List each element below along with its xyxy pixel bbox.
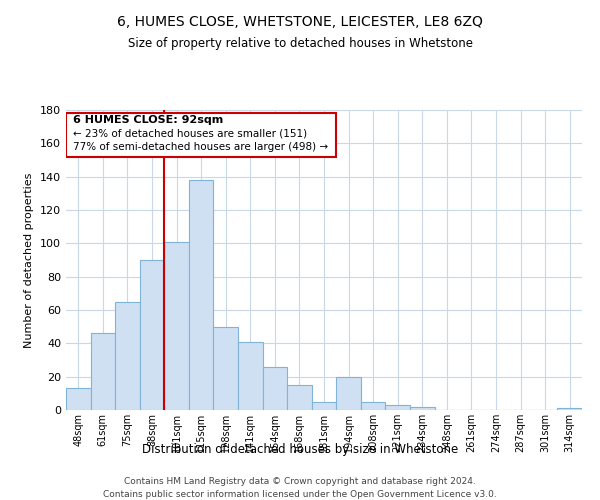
Text: ← 23% of detached houses are smaller (151): ← 23% of detached houses are smaller (15… — [73, 128, 307, 138]
Y-axis label: Number of detached properties: Number of detached properties — [25, 172, 34, 348]
Bar — [287, 385, 312, 410]
Bar — [410, 406, 434, 410]
Bar — [361, 402, 385, 410]
Bar — [164, 242, 189, 410]
Text: 6 HUMES CLOSE: 92sqm: 6 HUMES CLOSE: 92sqm — [73, 115, 224, 125]
Bar — [385, 405, 410, 410]
FancyBboxPatch shape — [66, 114, 336, 156]
Text: Contains HM Land Registry data © Crown copyright and database right 2024.: Contains HM Land Registry data © Crown c… — [124, 478, 476, 486]
Bar — [336, 376, 361, 410]
Bar — [214, 326, 238, 410]
Bar — [238, 342, 263, 410]
Bar — [557, 408, 582, 410]
Bar — [263, 366, 287, 410]
Text: 6, HUMES CLOSE, WHETSTONE, LEICESTER, LE8 6ZQ: 6, HUMES CLOSE, WHETSTONE, LEICESTER, LE… — [117, 15, 483, 29]
Text: Distribution of detached houses by size in Whetstone: Distribution of detached houses by size … — [142, 442, 458, 456]
Text: 77% of semi-detached houses are larger (498) →: 77% of semi-detached houses are larger (… — [73, 142, 328, 152]
Text: Contains public sector information licensed under the Open Government Licence v3: Contains public sector information licen… — [103, 490, 497, 499]
Bar — [91, 334, 115, 410]
Bar — [115, 302, 140, 410]
Text: Size of property relative to detached houses in Whetstone: Size of property relative to detached ho… — [128, 38, 473, 51]
Bar — [140, 260, 164, 410]
Bar — [189, 180, 214, 410]
Bar — [66, 388, 91, 410]
Bar — [312, 402, 336, 410]
